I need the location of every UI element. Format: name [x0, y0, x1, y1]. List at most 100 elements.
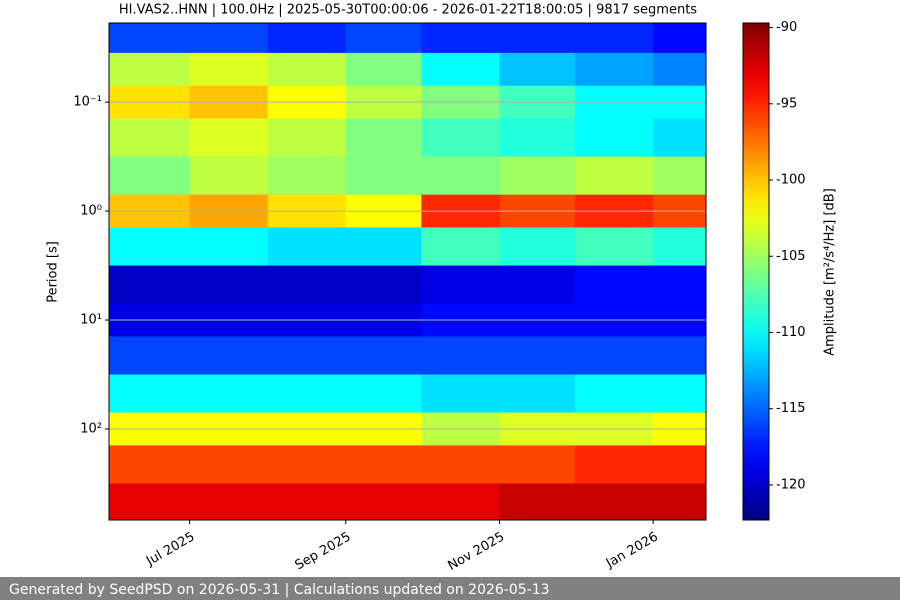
heatmap-cell	[345, 445, 422, 484]
heatmap-cell	[267, 52, 347, 87]
heatmap-cell	[653, 445, 707, 484]
heatmap-cell	[575, 52, 654, 87]
colorbar-label: Amplitude [m²/s⁴/Hz] [dB]	[823, 188, 838, 356]
colorbar-tick-label: -95	[776, 96, 797, 111]
heatmap-cell	[421, 227, 500, 267]
heatmap-cell	[653, 227, 707, 267]
heatmap-cell	[499, 336, 576, 376]
y-tick-label: 10⁻¹	[73, 95, 102, 110]
plot-frame	[108, 22, 707, 521]
x-tick-label: Jan 2026	[603, 530, 661, 572]
colorbar-tick-label: -90	[776, 20, 797, 35]
heatmap-cell	[421, 445, 500, 484]
y-tick-label: 10⁰	[80, 204, 102, 219]
heatmap-cell	[575, 336, 654, 376]
heatmap-cell	[109, 265, 191, 305]
colorbar	[742, 22, 770, 521]
heatmap-cell	[189, 118, 269, 158]
heatmap-cell	[345, 227, 422, 267]
heatmap-cell	[345, 156, 422, 196]
heatmap-cell	[345, 23, 422, 54]
heatmap-cell	[421, 156, 500, 196]
heatmap-cell	[653, 483, 707, 521]
heatmap-cell	[267, 265, 347, 305]
heatmap-cell	[267, 227, 347, 267]
heatmap-cell	[421, 265, 500, 305]
heatmap-cell	[499, 445, 576, 484]
heatmap-cell	[189, 156, 269, 196]
heatmap-cell	[109, 227, 191, 267]
heatmap-cell	[653, 156, 707, 196]
heatmap-cell	[499, 265, 576, 305]
heatmap-cell	[653, 52, 707, 87]
heatmap-cell	[575, 483, 654, 521]
heatmap-cell	[109, 445, 191, 484]
heatmap-cell	[575, 374, 654, 414]
heatmap-cell	[421, 23, 500, 54]
heatmap-cell	[267, 23, 347, 54]
heatmap-cell	[421, 118, 500, 158]
heatmap-cell	[109, 118, 191, 158]
heatmap-cell	[575, 445, 654, 484]
heatmap-cell	[189, 52, 269, 87]
heatmap-cell	[345, 374, 422, 414]
heatmap-cell	[109, 483, 191, 521]
heatmap-cell	[421, 336, 500, 376]
colorbar-tick-label: -115	[776, 401, 806, 416]
heatmap-cell	[653, 336, 707, 376]
heatmap-cell	[653, 23, 707, 54]
y-tick-label: 10¹	[80, 313, 102, 328]
heatmap-cell	[499, 483, 576, 521]
heatmap-cell	[653, 118, 707, 158]
heatmap-cell	[267, 483, 347, 521]
x-tick-label: Jul 2025	[143, 530, 197, 570]
heatmap-cell	[575, 156, 654, 196]
heatmap-cell	[189, 336, 269, 376]
heatmap-cell	[345, 118, 422, 158]
heatmap-cell	[189, 23, 269, 54]
heatmap-cell	[189, 265, 269, 305]
heatmap-cell	[499, 52, 576, 87]
heatmap-cell	[499, 227, 576, 267]
heatmap-cell	[267, 118, 347, 158]
heatmap-cell	[575, 227, 654, 267]
heatmap-cell	[109, 336, 191, 376]
heatmap-cell	[345, 483, 422, 521]
heatmap-cell	[421, 374, 500, 414]
colorbar-tick-label: -105	[776, 249, 806, 264]
heatmap-cell	[267, 156, 347, 196]
heatmap-cell	[499, 23, 576, 54]
heatmap-cell	[575, 23, 654, 54]
heatmap-cell	[267, 374, 347, 414]
heatmap-cell	[499, 156, 576, 196]
heatmap-cell	[499, 374, 576, 414]
heatmap-cell	[189, 227, 269, 267]
footer-text: Generated by SeedPSD on 2026-05-31 | Cal…	[9, 582, 550, 598]
chart-title: HI.VAS2..HNN | 100.0Hz | 2025-05-30T00:0…	[119, 3, 697, 18]
colorbar-tick-label: -120	[776, 477, 806, 492]
heatmap-cell	[653, 265, 707, 305]
heatmap-cell	[653, 374, 707, 414]
heatmap-cell	[421, 483, 500, 521]
heatmap-cell	[345, 52, 422, 87]
heatmap-cell	[189, 445, 269, 484]
heatmap-cell	[109, 374, 191, 414]
heatmap-cell	[109, 52, 191, 87]
heatmap-cell	[189, 483, 269, 521]
heatmap-cell	[575, 265, 654, 305]
heatmap-cell	[345, 265, 422, 305]
heatmap-cell	[499, 118, 576, 158]
heatmap-cell	[345, 336, 422, 376]
heatmap-cell	[109, 23, 191, 54]
x-tick-label: Nov 2025	[445, 530, 507, 574]
heatmap-cell	[267, 445, 347, 484]
heatmap-cell	[189, 374, 269, 414]
heatmap-cell	[109, 156, 191, 196]
heatmap-cell	[575, 118, 654, 158]
colorbar-tick-label: -100	[776, 173, 806, 188]
y-axis-label: Period [s]	[46, 241, 61, 303]
heatmap-cell	[421, 52, 500, 87]
y-tick-label: 10²	[80, 422, 102, 437]
heatmap-cell	[267, 336, 347, 376]
